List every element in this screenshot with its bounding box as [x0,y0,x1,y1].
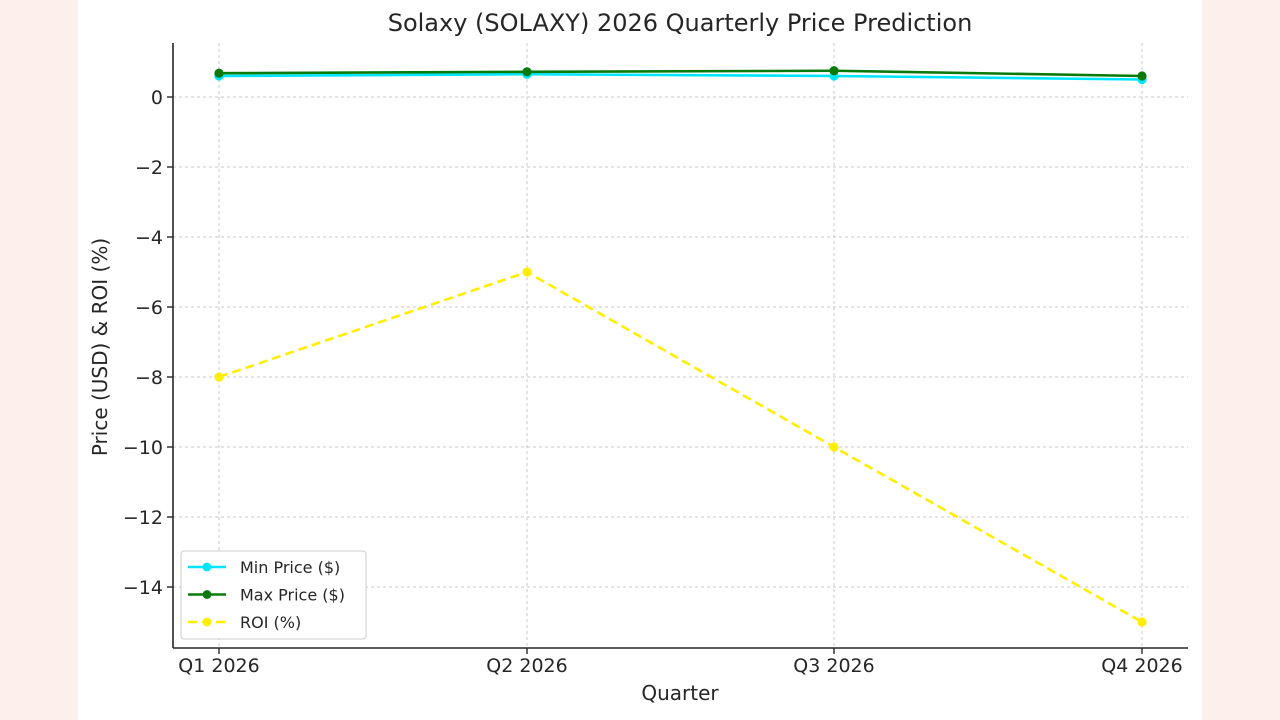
y-tick-label: −6 [135,297,163,319]
x-tick-label: Q3 2026 [793,655,874,677]
legend-label-max-price: Max Price ($) [240,586,345,605]
legend-marker-roi [202,617,212,627]
y-tick-label: −8 [135,367,163,389]
roi-point [1137,617,1147,627]
max-price-point [829,66,839,76]
axes-layer [172,43,1188,649]
y-tick-label: −12 [123,507,163,529]
min-price-line [218,72,1143,81]
ticks-layer: 0 −2 −4 −6 −8 −10 −12 −14 Q1 2026 Q2 2026 Q3 2026 Q… [123,87,1183,677]
y-tick-label: −14 [123,577,163,599]
roi-line [218,270,1143,624]
x-axis-label: Quarter [641,681,719,705]
max-price-point [1137,71,1147,81]
y-tick-label: −4 [135,227,163,249]
chart-title: Solaxy (SOLAXY) 2026 Quarterly Price Pre… [388,9,973,37]
max-price-line [218,69,1143,78]
line-chart: 0 −2 −4 −6 −8 −10 −12 −14 Q1 2026 Q2 2026 Q3 2026 Q… [88,9,1188,705]
max-price-point [522,67,532,77]
x-tick-label: Q4 2026 [1101,655,1182,677]
roi-point [522,267,532,277]
y-tick-label: −10 [123,437,163,459]
roi-point [829,442,839,452]
legend-marker-max-price [202,590,212,599]
legend-box [180,550,367,640]
legend: Min Price ($) Max Price ($) ROI (%) [180,550,367,640]
y-axis-label: Price (USD) & ROI (%) [88,238,112,456]
x-tick-label: Q1 2026 [178,655,259,677]
legend-label-min-price: Min Price ($) [240,558,340,577]
chart-figure: 0 −2 −4 −6 −8 −10 −12 −14 Q1 2026 Q2 2026 Q3 2026 Q… [78,0,1202,720]
x-tick-label: Q2 2026 [486,655,567,677]
legend-label-roi: ROI (%) [240,613,301,632]
y-tick-label: 0 [151,87,163,109]
legend-marker-min-price [202,562,212,572]
series-layer [214,66,1147,627]
y-tick-label: −2 [135,157,163,179]
max-price-point [214,68,224,78]
roi-point [214,372,224,382]
